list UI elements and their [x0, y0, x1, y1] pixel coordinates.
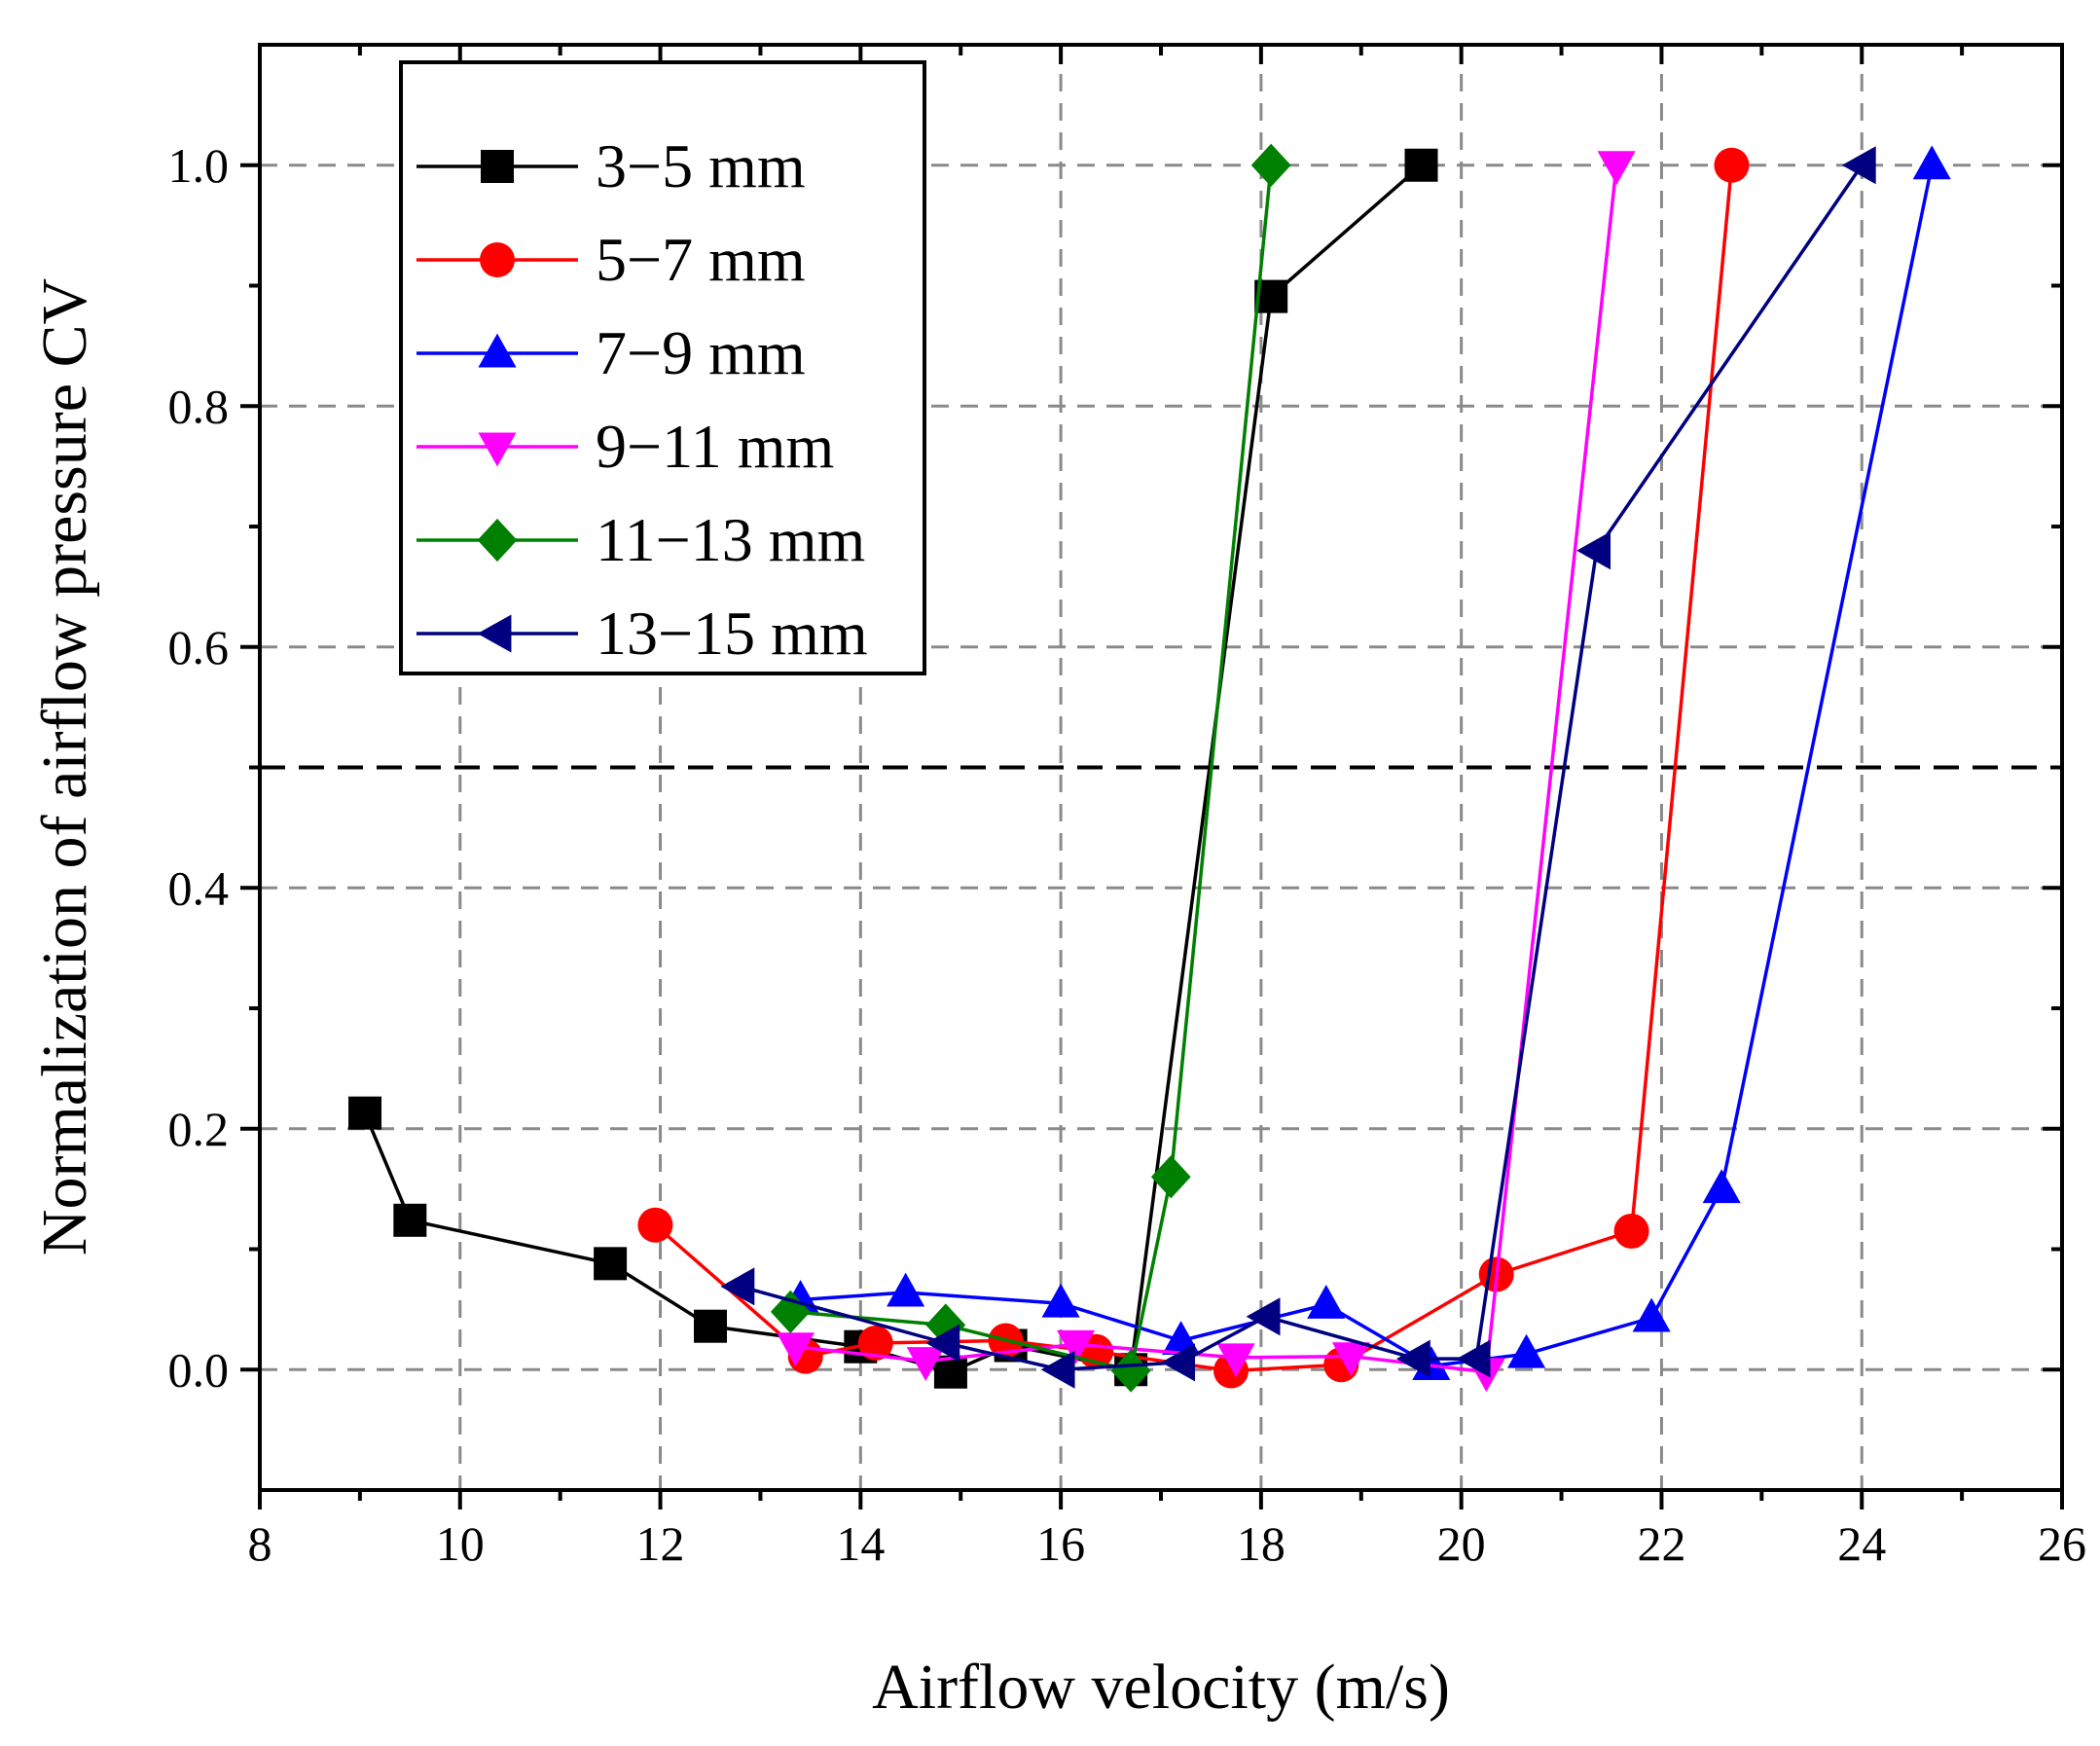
legend-label: 9−11 mm	[596, 412, 834, 481]
axis-ticks: 8 10 12 14 16 18 20 22 24 26 0.0 0.2 0.4 0.6 0.8 1.0	[168, 45, 2086, 1571]
data-point	[1307, 1285, 1346, 1319]
legend-marker	[480, 242, 515, 277]
x-tick-label: 10	[436, 1516, 485, 1571]
series-layer	[348, 143, 1951, 1393]
y-axis-title: Normalization of airflow pressure CV	[29, 278, 100, 1255]
data-point	[694, 1309, 727, 1343]
data-point	[1161, 1343, 1196, 1382]
x-tick-label: 22	[1637, 1516, 1685, 1571]
data-point	[1597, 151, 1636, 186]
y-tick-label: 0.0	[168, 1342, 230, 1397]
legend-label: 13−15 mm	[596, 599, 868, 668]
x-tick-label: 26	[2038, 1516, 2086, 1571]
data-point	[1576, 531, 1611, 570]
x-tick-label: 8	[248, 1516, 272, 1571]
y-tick-label: 0.4	[168, 860, 230, 915]
data-point	[1250, 143, 1291, 187]
data-point	[1912, 145, 1951, 180]
data-point	[348, 1096, 382, 1130]
data-point	[1702, 1169, 1741, 1204]
series-5	[720, 146, 1876, 1389]
legend-entry: 7−9 mm	[416, 318, 806, 387]
data-point	[1331, 1342, 1371, 1377]
data-point	[1395, 1339, 1430, 1378]
y-tick-label: 1.0	[168, 138, 230, 193]
x-axis-title: Airflow velocity (m/s)	[872, 1652, 1450, 1723]
data-point	[393, 1203, 427, 1237]
data-point	[770, 1290, 811, 1333]
data-point	[1110, 1349, 1151, 1393]
legend-label: 3−5 mm	[596, 131, 806, 200]
legend-label: 11−13 mm	[596, 505, 865, 574]
data-point	[1613, 1213, 1649, 1249]
legend-label: 5−7 mm	[596, 225, 806, 294]
data-point	[1040, 1350, 1075, 1389]
data-point	[906, 1347, 945, 1381]
x-tick-label: 16	[1036, 1516, 1085, 1571]
x-tick-label: 20	[1437, 1516, 1486, 1571]
legend-marker	[477, 518, 518, 563]
legend-marker	[478, 333, 517, 368]
series-2	[781, 145, 1951, 1380]
series-line	[800, 164, 1934, 1368]
legend-entry: 9−11 mm	[416, 412, 834, 481]
x-tick-label: 12	[636, 1516, 685, 1571]
y-tick-label: 0.8	[168, 379, 230, 433]
data-point	[1506, 1333, 1546, 1368]
y-tick-label: 0.2	[168, 1102, 230, 1156]
data-point	[1246, 1297, 1281, 1336]
legend-entry: 13−15 mm	[416, 599, 868, 668]
data-point	[1150, 1155, 1191, 1199]
data-point	[1216, 1343, 1255, 1378]
x-tick-label: 18	[1237, 1516, 1285, 1571]
legend-marker	[477, 614, 512, 653]
data-point	[1404, 148, 1438, 182]
legend-entry: 3−5 mm	[416, 131, 806, 200]
data-point	[1041, 1283, 1080, 1318]
data-point	[887, 1272, 925, 1307]
data-point	[637, 1207, 673, 1243]
data-point	[1632, 1297, 1671, 1332]
x-tick-label: 24	[1837, 1516, 1886, 1571]
data-point	[776, 1332, 815, 1367]
data-point	[1841, 146, 1876, 185]
data-point	[925, 1324, 960, 1363]
data-point	[720, 1267, 755, 1306]
legend-entry: 5−7 mm	[416, 225, 806, 294]
legend-entry: 11−13 mm	[416, 505, 865, 574]
data-point	[1456, 1339, 1491, 1378]
data-point	[1714, 147, 1750, 183]
series-4	[770, 143, 1291, 1393]
data-point	[857, 1326, 893, 1362]
data-point	[594, 1247, 628, 1281]
legend-marker	[478, 432, 517, 467]
x-tick-label: 14	[836, 1516, 885, 1571]
y-tick-label: 0.6	[168, 620, 230, 674]
data-point	[1056, 1329, 1096, 1364]
legend-label: 7−9 mm	[596, 318, 806, 387]
legend: 3−5 mm 5−7 mm 7−9 mm 9−11 mm 11−13 mm 13−15 m…	[399, 60, 926, 675]
legend-marker	[481, 150, 514, 183]
